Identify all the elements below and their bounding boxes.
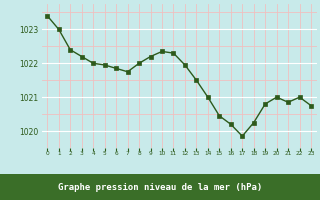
Text: Graphe pression niveau de la mer (hPa): Graphe pression niveau de la mer (hPa) <box>58 182 262 192</box>
